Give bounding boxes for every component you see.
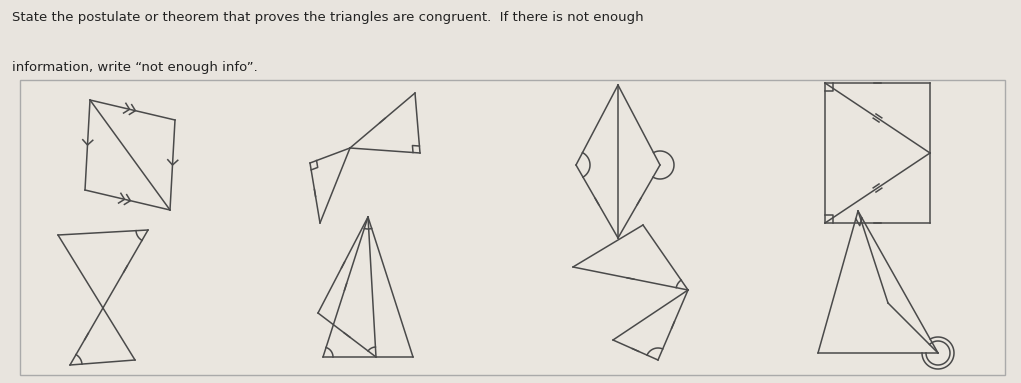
Text: information, write “not enough info”.: information, write “not enough info”. [12,61,258,74]
Text: State the postulate or theorem that proves the triangles are congruent.  If ther: State the postulate or theorem that prov… [12,11,644,25]
Bar [20,80,1005,375]
